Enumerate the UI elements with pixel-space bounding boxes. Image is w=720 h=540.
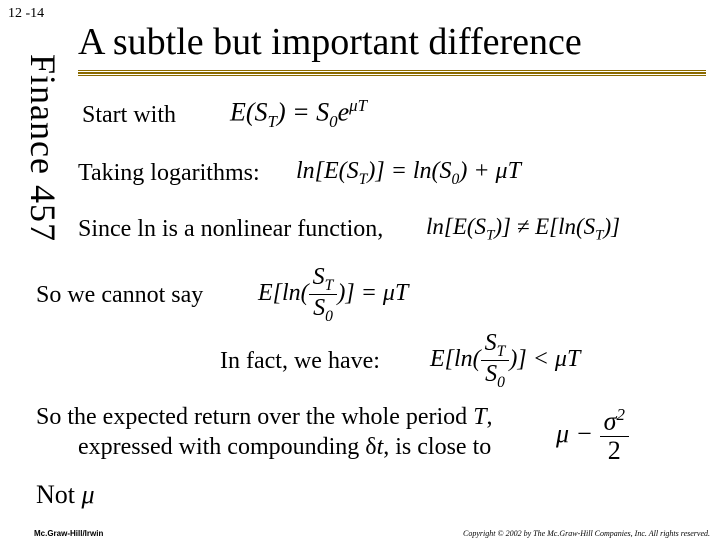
text-not: Not — [36, 480, 82, 509]
text-seg-2: , — [487, 404, 493, 430]
title-rule-fill — [78, 72, 706, 74]
text-expected-return-1: So the expected return over the whole pe… — [36, 404, 493, 431]
text-taking-logs: Taking logarithms: — [78, 160, 260, 187]
footer-copyright: Copyright © 2002 by The Mc.Graw-Hill Com… — [463, 529, 710, 538]
formula-in-fact: E[ln(STS0)] < μT — [430, 330, 580, 391]
formula-expectation: E(ST) = S0eμT — [230, 96, 367, 132]
formula-cannot-say: E[ln(STS0)] = μT — [258, 264, 408, 325]
page-number: 12 -14 — [8, 6, 44, 22]
var-mu: μ — [82, 480, 95, 509]
formula-not-equal: ln[E(ST)] ≠ E[ln(ST)] — [426, 214, 620, 245]
footer-publisher: Mc.Graw-Hill/Irwin — [34, 529, 103, 538]
slide-body: Start with E(ST) = S0eμT Taking logarith… — [0, 86, 720, 516]
text-in-fact: In fact, we have: — [220, 348, 380, 375]
text-expected-return-2: expressed with compounding δt, is close … — [78, 434, 491, 461]
text-start-with: Start with — [82, 102, 176, 129]
text-not-mu: Not μ — [36, 480, 95, 510]
var-T: T — [473, 404, 486, 430]
slide-title: A subtle but important difference — [78, 20, 582, 64]
text-cannot-say: So we cannot say — [36, 282, 203, 309]
formula-mu-minus: μ − σ22 — [556, 406, 629, 466]
text-seg-1: So the expected return over the whole pe… — [36, 404, 473, 430]
text-seg-3: expressed with compounding δ — [78, 434, 377, 460]
formula-log-expectation: ln[E(ST)] = ln(S0) + μT — [296, 158, 521, 189]
text-seg-4: , is close to — [383, 434, 491, 460]
text-nonlinear: Since ln is a nonlinear function, — [78, 216, 383, 243]
